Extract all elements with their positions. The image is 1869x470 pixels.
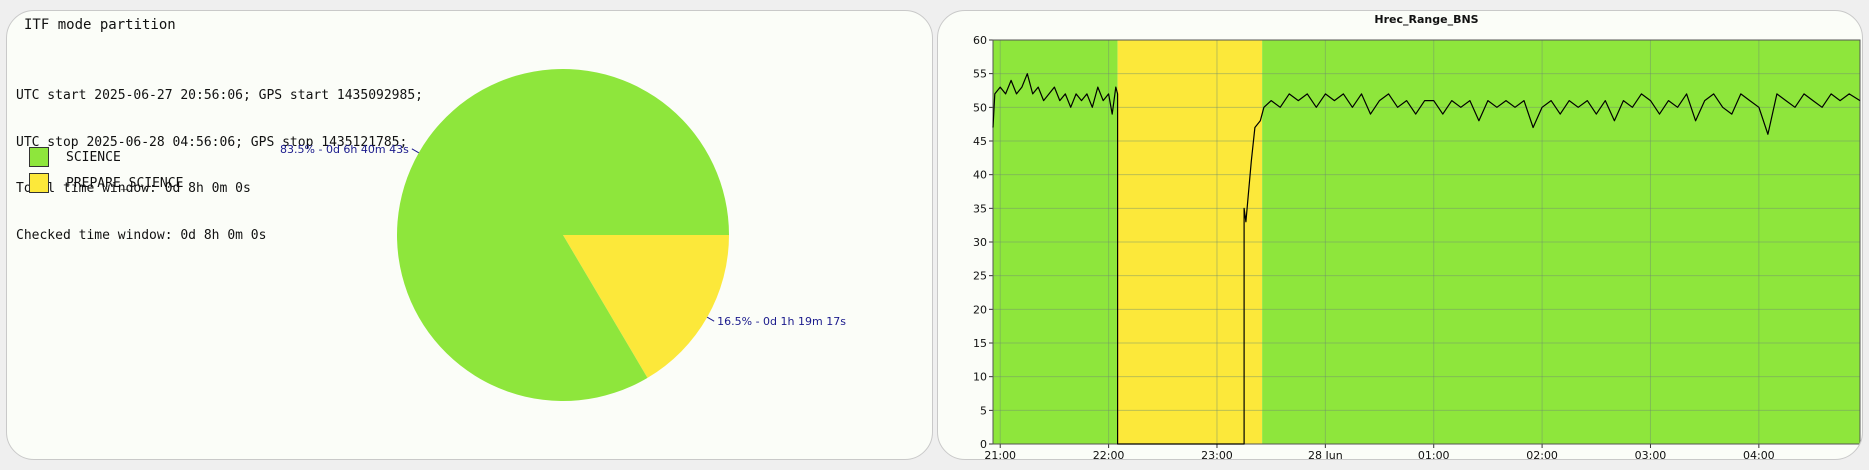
chart-title: Hrec_Range_BNS (1374, 13, 1478, 26)
legend-label-prepare-science: PREPARE_SCIENCE (66, 176, 184, 191)
panel-title: ITF mode partition (24, 17, 176, 33)
band-science-2 (1262, 40, 1860, 444)
pie-label-science: 83.5% - 0d 6h 40m 43s (280, 143, 409, 156)
y-tick-label-30: 30 (973, 236, 987, 249)
plot-frame (992, 39, 1861, 445)
info-line-utc-start: UTC start 2025-06-27 20:56:06; GPS start… (16, 88, 423, 103)
y-tick-label-25: 25 (973, 270, 987, 283)
x-tick-label-3: 28 Jun (1308, 449, 1343, 460)
info-line-checked-window: Checked time window: 0d 8h 0m 0s (16, 227, 267, 243)
y-tick-label-40: 40 (973, 169, 987, 182)
y-tick-label-35: 35 (973, 202, 987, 215)
legend-swatch-science (29, 147, 49, 167)
series-line-0 (992, 73, 1861, 445)
time-window-info: UTC start 2025-06-27 20:56:06; GPS start… (16, 57, 423, 274)
y-tick-label-55: 55 (973, 68, 987, 81)
pie-label-prepare-science: 16.5% - 0d 1h 19m 17s (717, 315, 846, 328)
x-tick-label-7: 04:00 (1743, 449, 1775, 460)
x-tick-label-2: 23:00 (1201, 449, 1233, 460)
band-prepare-science-1 (1117, 40, 1263, 444)
y-tick-label-60: 60 (973, 34, 987, 47)
pie-slice-science (397, 68, 729, 401)
mode-partition-panel: ITF mode partition UTC start 2025-06-27 … (6, 10, 933, 460)
x-tick-label-4: 01:00 (1418, 449, 1450, 460)
y-tick-label-0: 0 (980, 438, 987, 451)
x-tick-label-5: 02:00 (1526, 449, 1558, 460)
pie-chart: 16.5% - 0d 1h 19m 17s 83.5% - 0d 6h 40m 4… (280, 68, 846, 401)
y-tick-label-15: 15 (973, 337, 987, 350)
x-tick-label-6: 03:00 (1635, 449, 1667, 460)
pie-label-prepare-science-leader (706, 316, 715, 322)
band-science-0 (993, 40, 1118, 444)
x-tick-label-1: 22:00 (1093, 449, 1125, 460)
y-tick-label-20: 20 (973, 303, 987, 316)
line-chart: Hrec_Range_BNS 0 5 10 15 20 25 30 35 40 45 50 55 60 21… (973, 13, 1861, 460)
range-chart-panel: Hrec_Range_BNS 0 5 10 15 20 25 30 35 40 45 50 55 60 21… (937, 10, 1863, 460)
y-tick-label-45: 45 (973, 135, 987, 148)
y-tick-label-10: 10 (973, 371, 987, 384)
pie-slice-prepare-science (563, 235, 729, 378)
legend-swatch-prepare-science (29, 173, 49, 193)
legend-label-science: SCIENCE (66, 150, 121, 165)
y-tick-label-5: 5 (980, 404, 987, 417)
info-line-utc-stop: UTC stop 2025-06-28 04:56:06; GPS stop 1… (16, 134, 408, 150)
y-tick-label-50: 50 (973, 101, 987, 114)
pie-label-science-leader (411, 148, 420, 154)
x-tick-label-0: 21:00 (984, 449, 1016, 460)
